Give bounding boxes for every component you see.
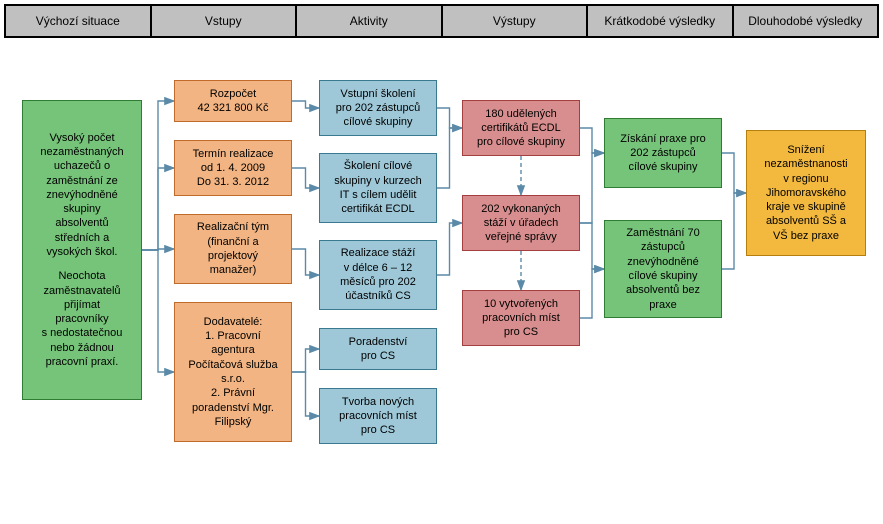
box-text-line: cílové skupiny xyxy=(628,160,697,174)
box-tvorba: Tvorba novýchpracovních místpro CS xyxy=(319,388,437,444)
header-cell: Dlouhodobé výsledky xyxy=(734,6,878,36)
box-text-line: projektový xyxy=(208,249,258,263)
box-text-line: Termín realizace xyxy=(193,147,274,161)
box-text-line: praxe xyxy=(649,298,677,312)
diagram-canvas: Vysoký početnezaměstnanýchuchazečů ozamě… xyxy=(4,50,879,520)
box-text-line: Dodavatelé: xyxy=(204,315,263,329)
box-text-line: nezaměstnanosti xyxy=(764,157,847,171)
box-text-line: skupiny xyxy=(63,202,100,216)
box-text-line: Tvorba nových xyxy=(342,395,414,409)
box-text-line: v regionu xyxy=(783,172,828,186)
box-snizeni: Sníženínezaměstnanostiv regionuJihomorav… xyxy=(746,130,866,256)
box-text-line: pracovních míst xyxy=(339,409,417,423)
box-text-line: pracovníky xyxy=(55,312,108,326)
box-text-line: manažer) xyxy=(210,263,256,277)
header-cell: Výchozí situace xyxy=(6,6,152,36)
box-text-line: s nedostatečnou xyxy=(42,326,123,340)
box-staz202: 202 vykonanýchstáží v úřadechveřejné spr… xyxy=(462,195,580,251)
box-text-line: středních a xyxy=(55,231,109,245)
box-text-line: znevýhodněné xyxy=(627,255,699,269)
box-text-line: VŠ bez praxe xyxy=(773,229,839,243)
box-text-line: veřejné správy xyxy=(485,230,557,244)
box-praxe: Získání praxe pro202 zástupcůcílové skup… xyxy=(604,118,722,188)
box-text-line: pro 202 zástupců xyxy=(336,101,420,115)
box-text-line: Jihomoravského xyxy=(766,186,846,200)
box-text-line: 2. Právní xyxy=(211,386,255,400)
box-text-line: pro CS xyxy=(361,423,395,437)
box-text-line: Školení cílové xyxy=(344,159,412,173)
box-text-line: pracovní praxí. xyxy=(46,355,119,369)
box-text-line: účastníků CS xyxy=(345,289,410,303)
box-text-line: Rozpočet xyxy=(210,87,256,101)
box-dodav: Dodavatelé:1. PracovníagenturaPočítačová… xyxy=(174,302,292,442)
box-text-line: poradenství Mgr. xyxy=(192,401,274,415)
box-zamest70: Zaměstnání 70zástupcůznevýhodněnécílové … xyxy=(604,220,722,318)
box-text-line: Filipský xyxy=(215,415,252,429)
box-text-line: (finanční a xyxy=(207,235,258,249)
box-text-line: Počítačová služba xyxy=(188,358,277,372)
box-text-line: znevýhodněné xyxy=(46,188,118,202)
box-text-line: IT s cílem udělit xyxy=(340,188,417,202)
box-text-line: Vysoký počet xyxy=(49,131,114,145)
box-text-line: absolventů SŠ a xyxy=(766,214,846,228)
box-text-line: Snížení xyxy=(787,143,824,157)
box-text-line: stáží v úřadech xyxy=(484,216,559,230)
box-text-line: Realizace stáží xyxy=(341,246,416,260)
box-text-line: 180 udělených xyxy=(485,107,557,121)
box-rozpocet: Rozpočet42 321 800 Kč xyxy=(174,80,292,122)
box-text-line: agentura xyxy=(211,343,254,357)
box-text-line: Realizační tým xyxy=(197,220,269,234)
box-vstup_sk: Vstupní školenípro 202 zástupcůcílové sk… xyxy=(319,80,437,136)
box-text-line: 202 vykonaných xyxy=(481,202,561,216)
box-skoleni_it: Školení cílovéskupiny v kurzechIT s cíle… xyxy=(319,153,437,223)
box-text-line: skupiny v kurzech xyxy=(334,174,421,188)
box-text-line: zástupců xyxy=(641,240,685,254)
box-mista10: 10 vytvořenýchpracovních místpro CS xyxy=(462,290,580,346)
box-text-line: 42 321 800 Kč xyxy=(198,101,269,115)
header-row: Výchozí situace Vstupy Aktivity Výstupy … xyxy=(4,4,879,38)
box-text-line: nebo žádnou xyxy=(50,341,114,355)
header-cell: Aktivity xyxy=(297,6,443,36)
box-text-line: Zaměstnání 70 xyxy=(626,226,699,240)
header-cell: Krátkodobé výsledky xyxy=(588,6,734,36)
box-text-line: kraje ve skupině xyxy=(766,200,846,214)
box-text-line: 10 vytvořených xyxy=(484,297,558,311)
box-text-line: Získání praxe pro xyxy=(620,132,706,146)
box-text-line: měsíců pro 202 xyxy=(340,275,416,289)
header-cell: Výstupy xyxy=(443,6,589,36)
box-text-line: certifikát ECDL xyxy=(341,202,414,216)
box-porad: Poradenstvípro CS xyxy=(319,328,437,370)
box-text-line: v délce 6 – 12 xyxy=(344,261,413,275)
box-text-line: certifikátů ECDL xyxy=(481,121,560,135)
box-text-line: uchazečů o xyxy=(54,159,110,173)
box-staze: Realizace stážív délce 6 – 12měsíců pro … xyxy=(319,240,437,310)
box-termin: Termín realizaceod 1. 4. 2009Do 31. 3. 2… xyxy=(174,140,292,196)
box-text-line: pracovních míst xyxy=(482,311,560,325)
box-text-line: pro CS xyxy=(361,349,395,363)
box-text-line: absolventů xyxy=(55,216,108,230)
box-text-line: cílové skupiny xyxy=(628,269,697,283)
box-cert: 180 udělenýchcertifikátů ECDLpro cílové … xyxy=(462,100,580,156)
box-text-line: zaměstnání ze xyxy=(46,174,118,188)
box-text-line: Poradenství xyxy=(349,335,408,349)
box-text-line: zaměstnavatelů xyxy=(43,284,120,298)
box-text-line: absolventů bez xyxy=(626,283,700,297)
box-situace: Vysoký početnezaměstnanýchuchazečů ozamě… xyxy=(22,100,142,400)
box-text-line: pro cílové skupiny xyxy=(477,135,565,149)
box-text-line: s.r.o. xyxy=(221,372,245,386)
header-cell: Vstupy xyxy=(152,6,298,36)
box-text-line: pro CS xyxy=(504,325,538,339)
box-text-line: cílové skupiny xyxy=(343,115,412,129)
box-text-line: 1. Pracovní xyxy=(205,329,261,343)
box-text-line: od 1. 4. 2009 xyxy=(201,161,265,175)
box-text-line: 202 zástupců xyxy=(630,146,695,160)
box-text-line: Vstupní školení xyxy=(340,87,415,101)
box-text-line: nezaměstnaných xyxy=(40,145,123,159)
box-tym: Realizační tým(finanční aprojektovýmanaž… xyxy=(174,214,292,284)
box-text-line: vysokých škol. xyxy=(47,245,118,259)
box-text-line: přijímat xyxy=(64,298,100,312)
box-text-line: Neochota xyxy=(58,269,105,283)
box-text-line: Do 31. 3. 2012 xyxy=(197,175,269,189)
